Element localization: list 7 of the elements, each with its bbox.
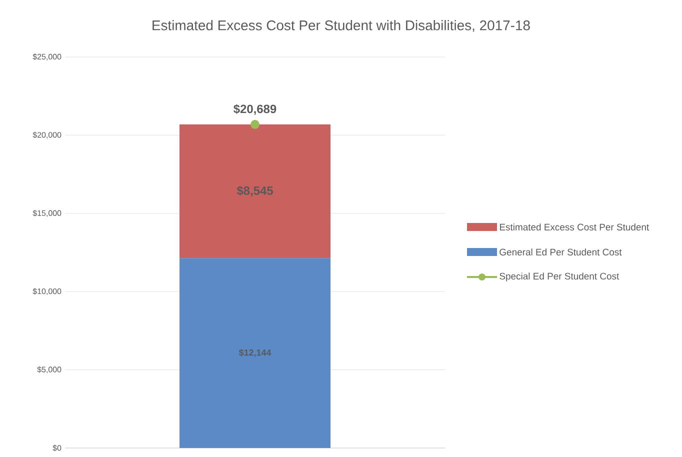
legend-label: General Ed Per Student Cost: [500, 248, 622, 256]
legend-label: Special Ed Per Student Cost: [500, 272, 620, 282]
chart-title: Estimated Excess Cost Per Student with Disabilities, 2017-18: [152, 20, 530, 32]
data-label: $20,689: [234, 104, 276, 115]
data-label: $12,144: [238, 349, 272, 358]
data-label: $8,545: [236, 186, 273, 197]
legend-label: Estimated Excess Cost Per Student: [500, 224, 650, 230]
